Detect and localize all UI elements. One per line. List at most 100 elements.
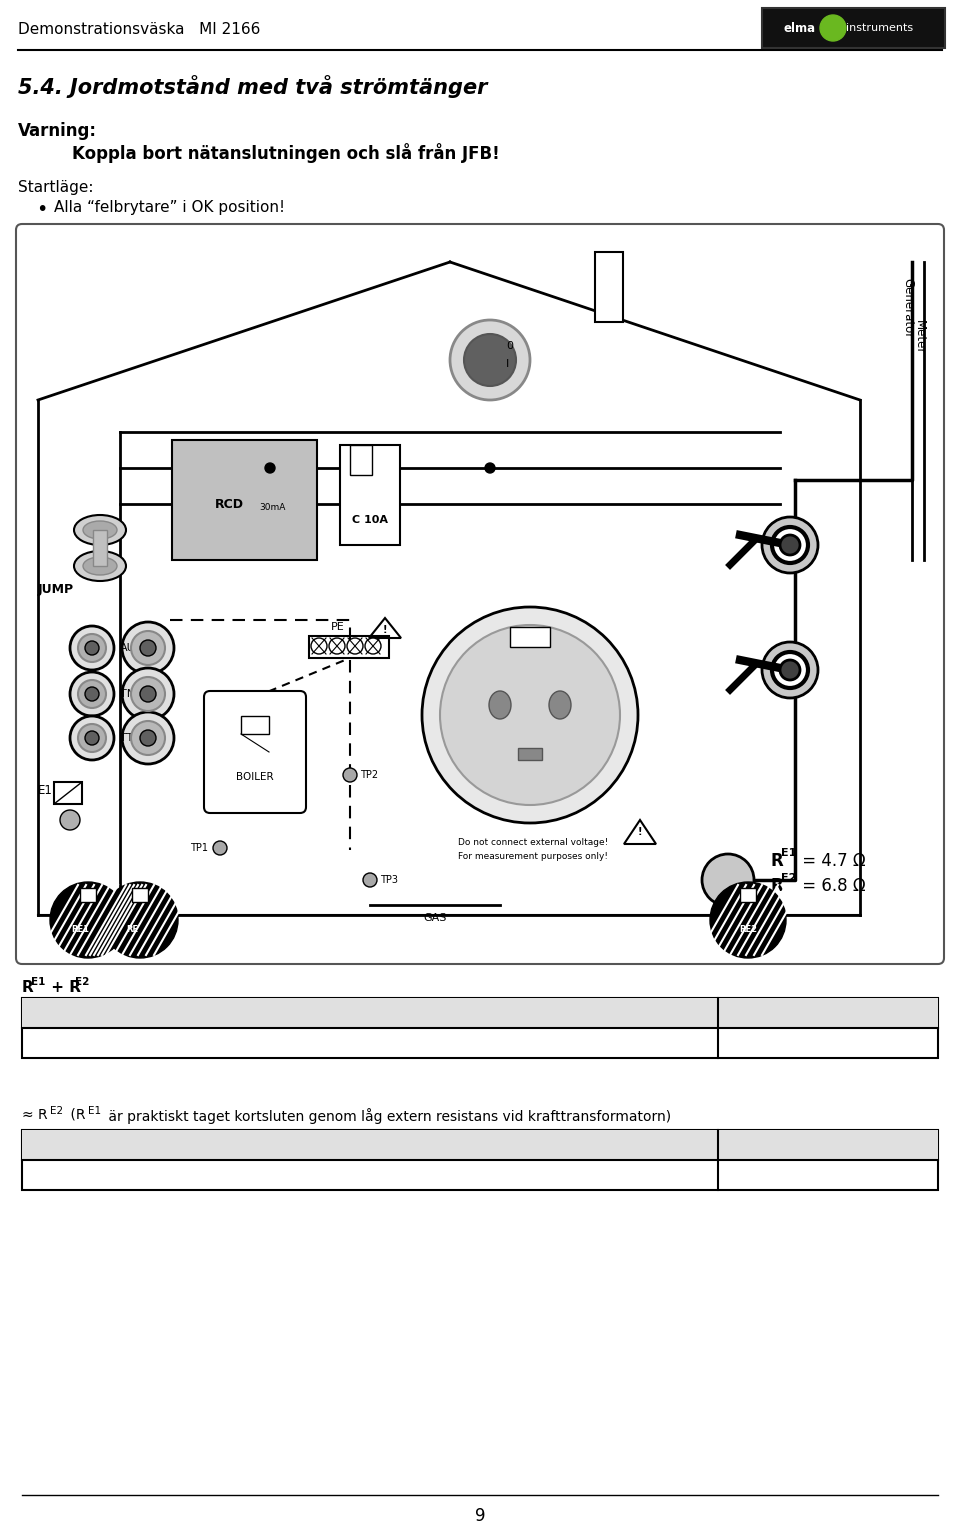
Polygon shape: [369, 617, 401, 637]
Text: Alla “felbrytare” i OK position!: Alla “felbrytare” i OK position!: [54, 200, 285, 215]
Text: I: I: [506, 359, 509, 369]
Text: TP3: TP3: [380, 876, 398, 885]
Circle shape: [140, 687, 156, 702]
Bar: [22, 998, 938, 1058]
Text: Mätpunkt: Mätpunkt: [30, 1167, 113, 1183]
Circle shape: [102, 882, 178, 958]
FancyBboxPatch shape: [204, 691, 306, 813]
Circle shape: [70, 673, 114, 716]
Text: Koppla bort nätanslutningen och slå från JFB!: Koppla bort nätanslutningen och slå från…: [72, 143, 500, 163]
Text: TN: TN: [120, 690, 135, 699]
Circle shape: [363, 872, 377, 886]
Circle shape: [710, 882, 786, 958]
Bar: [172, 439, 317, 561]
Ellipse shape: [549, 691, 571, 719]
Bar: [340, 445, 400, 545]
Text: RE1: RE1: [71, 926, 89, 934]
Bar: [241, 716, 269, 734]
Circle shape: [347, 637, 363, 654]
Circle shape: [365, 637, 381, 654]
Text: instruments: instruments: [847, 23, 914, 32]
Text: Strömloop (överkoppling TN/TT/AUX i AUX-läge, överkoppling JUMP isatt): Strömloop (överkoppling TN/TT/AUX i AUX-…: [30, 1138, 534, 1152]
Text: For measurement purposes only!: For measurement purposes only!: [458, 852, 608, 862]
Text: JUMP: JUMP: [38, 584, 74, 596]
Circle shape: [122, 668, 174, 720]
Text: E2: E2: [75, 977, 89, 988]
Bar: [740, 888, 756, 902]
Bar: [595, 252, 623, 323]
Circle shape: [772, 651, 808, 688]
Ellipse shape: [83, 558, 117, 574]
Bar: [54, 782, 82, 803]
Bar: [80, 888, 96, 902]
Text: E2: E2: [50, 1106, 63, 1117]
Text: 5.4. Jordmotstånd med två strömtänger: 5.4. Jordmotstånd med två strömtänger: [18, 75, 488, 98]
Circle shape: [131, 631, 165, 665]
Text: Generator: Generator: [901, 278, 914, 338]
Text: Mätpunkt: Mätpunkt: [30, 1035, 113, 1051]
Bar: [22, 1130, 938, 1160]
Text: Strömloop (överkoppling TN/TT/AUX borttagen, överkoppling JUMP isatt): Strömloop (överkoppling TN/TT/AUX bortta…: [30, 1006, 532, 1020]
Text: 7.1 Ω: 7.1 Ω: [728, 1138, 765, 1152]
Circle shape: [780, 660, 800, 680]
Bar: [309, 636, 389, 657]
Text: BOILER: BOILER: [236, 773, 274, 782]
Circle shape: [50, 882, 126, 958]
Text: Resultat ≈: Resultat ≈: [728, 1035, 818, 1051]
Circle shape: [78, 723, 106, 753]
Text: E1: E1: [781, 848, 797, 859]
Circle shape: [122, 622, 174, 674]
Text: AUX: AUX: [120, 644, 143, 653]
Text: Startläge:: Startläge:: [18, 180, 93, 195]
Text: = 6.8 Ω: = 6.8 Ω: [797, 877, 866, 895]
Text: 30mA: 30mA: [259, 504, 286, 513]
Text: RE: RE: [126, 926, 138, 934]
Ellipse shape: [74, 515, 126, 545]
Text: RE2: RE2: [739, 926, 757, 934]
Text: GAS: GAS: [423, 912, 446, 923]
Text: C 10A: C 10A: [352, 515, 388, 525]
Circle shape: [762, 518, 818, 573]
Circle shape: [60, 809, 80, 829]
Text: E1: E1: [31, 977, 45, 988]
Circle shape: [485, 462, 495, 473]
Circle shape: [780, 535, 800, 554]
Circle shape: [311, 637, 327, 654]
Text: Meter: Meter: [913, 319, 926, 355]
Text: •: •: [36, 200, 47, 220]
Circle shape: [131, 720, 165, 756]
Circle shape: [772, 527, 808, 564]
Text: 0: 0: [506, 341, 513, 352]
Text: R: R: [770, 852, 782, 869]
Circle shape: [464, 333, 516, 386]
Text: Varning:: Varning:: [18, 121, 97, 140]
Bar: [22, 1130, 938, 1190]
Circle shape: [85, 731, 99, 745]
Text: TT: TT: [120, 733, 133, 743]
FancyBboxPatch shape: [16, 224, 944, 965]
Circle shape: [213, 842, 227, 856]
Text: E2: E2: [781, 872, 797, 883]
Circle shape: [140, 730, 156, 746]
Text: RCD: RCD: [215, 499, 244, 511]
Text: R: R: [770, 877, 782, 895]
Text: (R: (R: [66, 1107, 85, 1121]
Text: Do not connect external voltage!: Do not connect external voltage!: [458, 839, 609, 846]
Polygon shape: [624, 820, 656, 843]
Circle shape: [343, 768, 357, 782]
Ellipse shape: [489, 691, 511, 719]
Text: E1: E1: [38, 783, 53, 797]
Text: TP1: TP1: [190, 843, 208, 852]
Circle shape: [78, 680, 106, 708]
Circle shape: [78, 634, 106, 662]
Text: TP2: TP2: [360, 770, 378, 780]
Text: ≈ R: ≈ R: [22, 1107, 48, 1121]
Ellipse shape: [83, 521, 117, 539]
Bar: [510, 627, 550, 647]
Circle shape: [70, 716, 114, 760]
Circle shape: [122, 713, 174, 763]
Bar: [350, 445, 372, 475]
Text: !: !: [637, 826, 642, 837]
Ellipse shape: [74, 551, 126, 581]
Circle shape: [70, 627, 114, 670]
